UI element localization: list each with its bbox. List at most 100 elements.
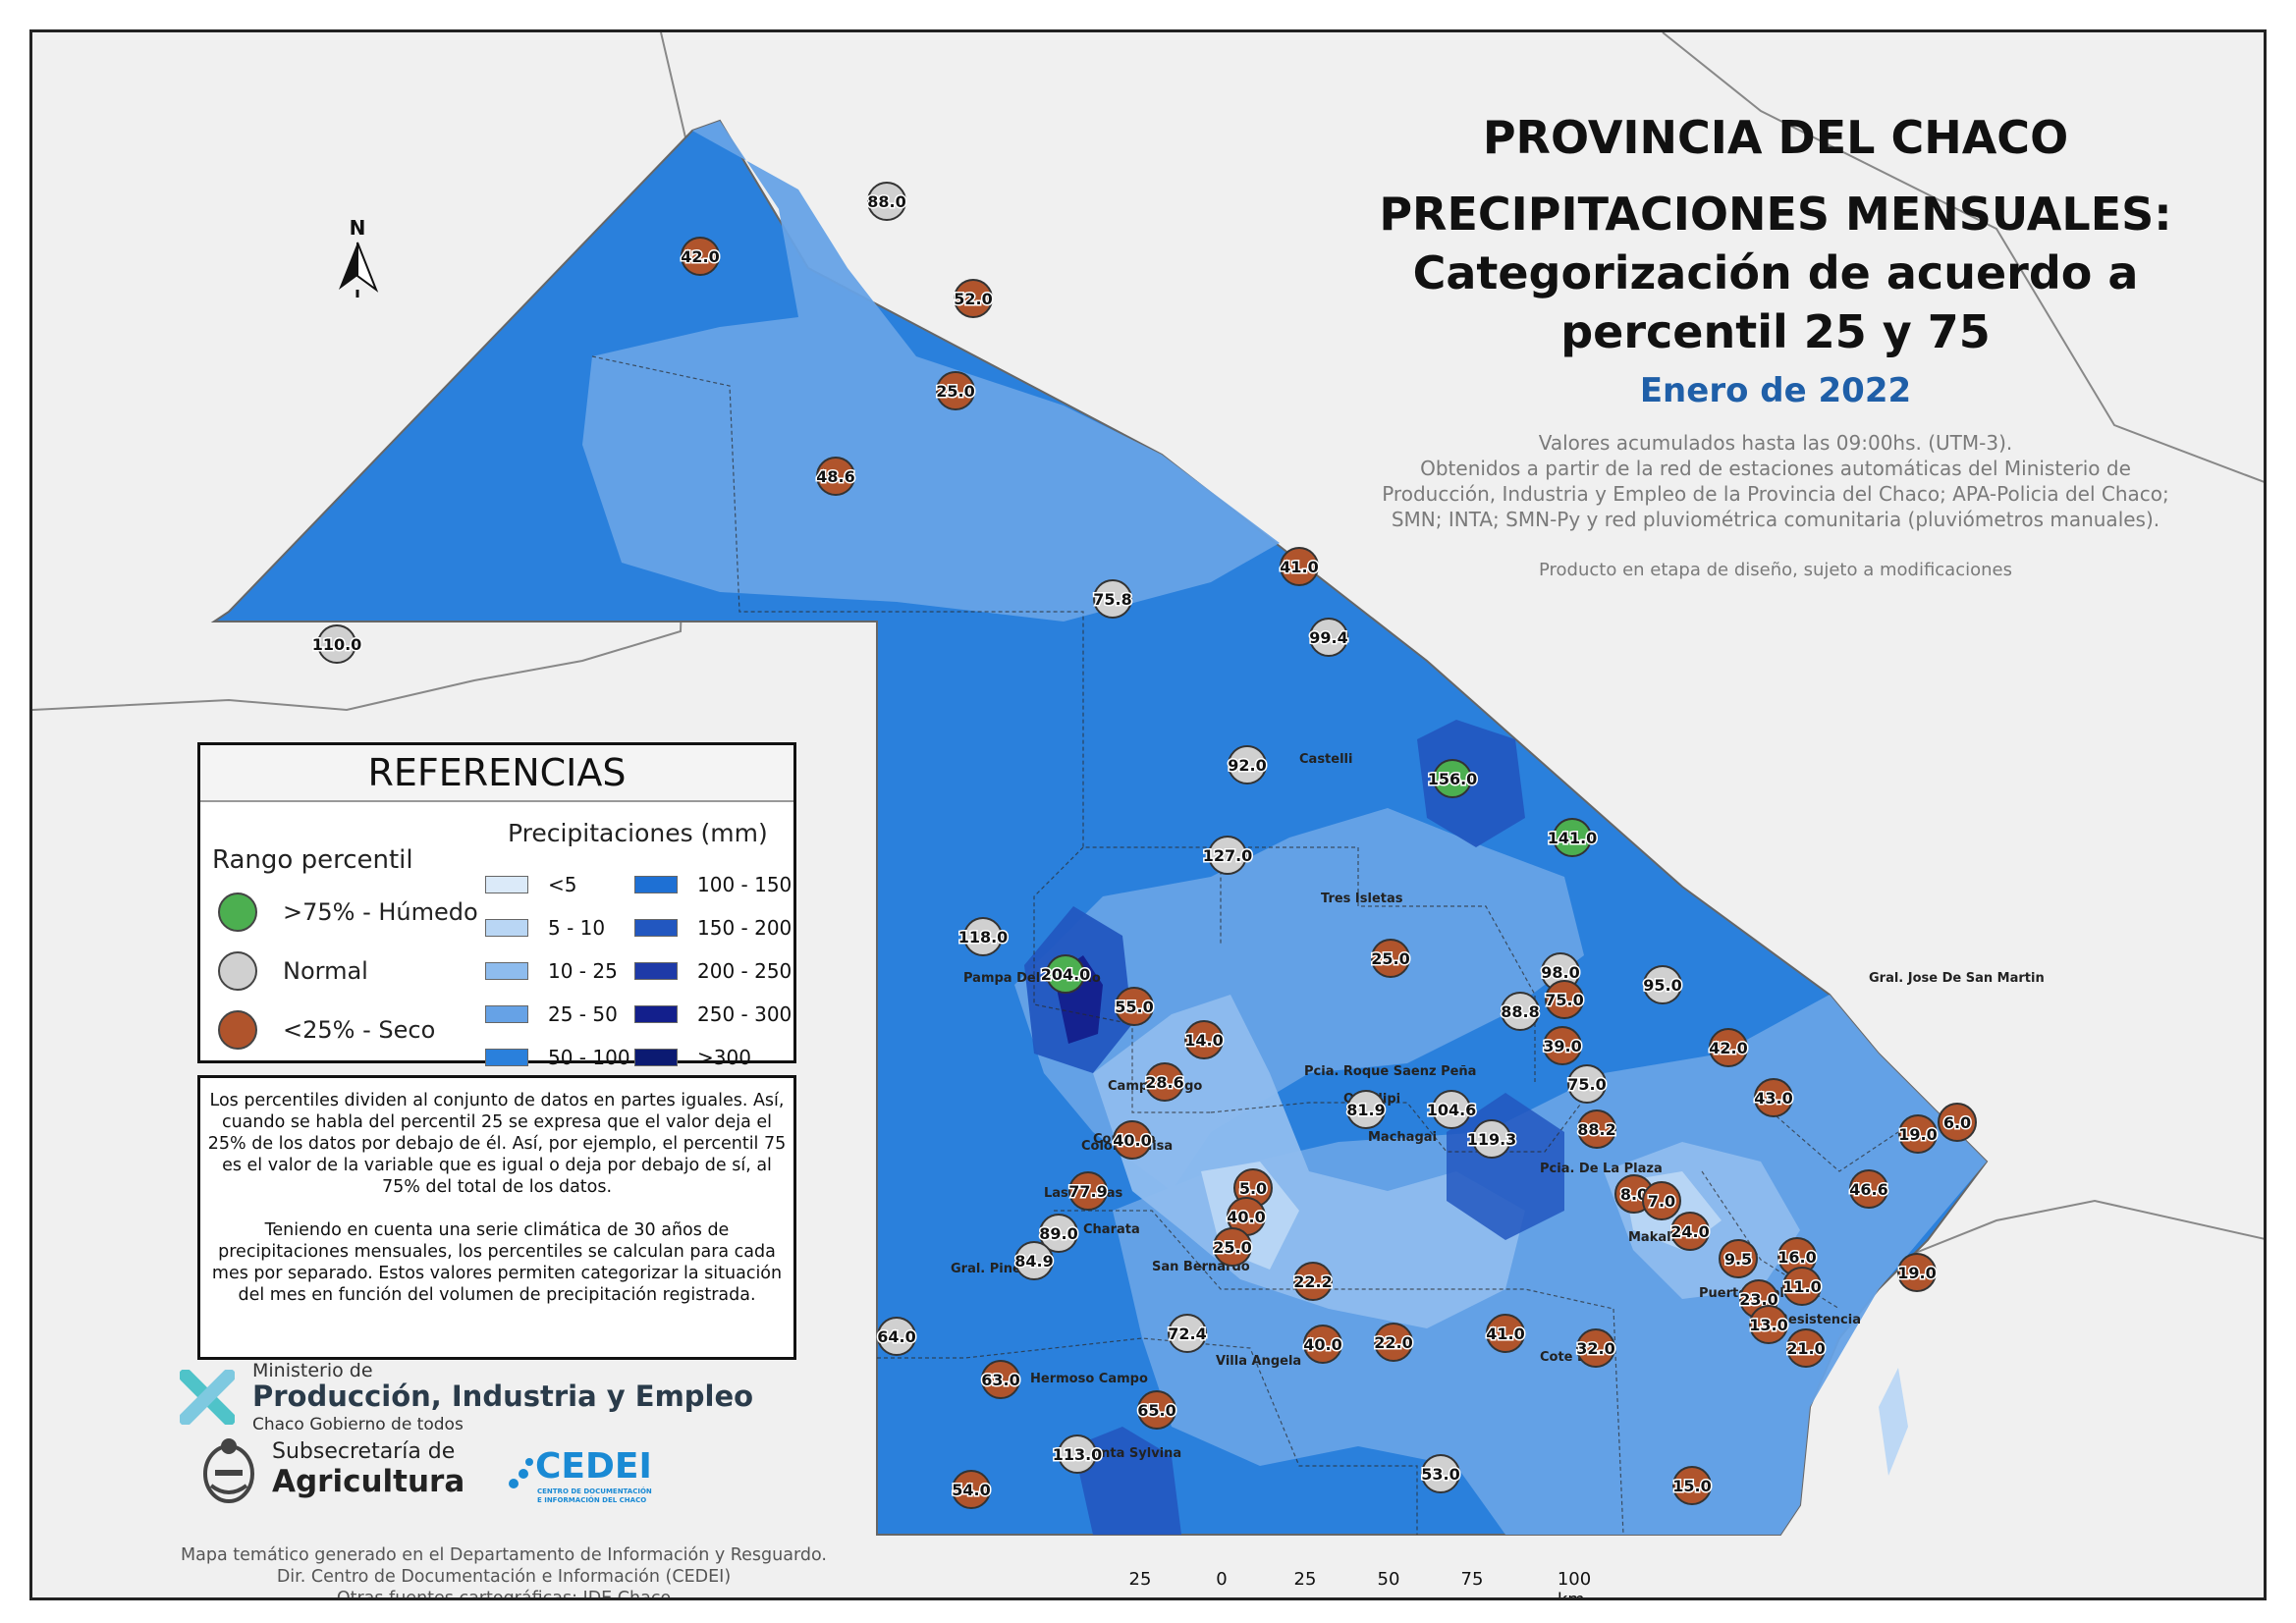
station-marker[interactable]: 95.0 (1642, 965, 1683, 1004)
station-marker[interactable]: 89.0 (1038, 1214, 1079, 1253)
station-marker[interactable]: 42.0 (680, 237, 721, 276)
station-dot[interactable] (1754, 1078, 1793, 1117)
station-dot[interactable] (1014, 1241, 1054, 1280)
station-dot[interactable] (1553, 818, 1592, 857)
station-dot[interactable] (1577, 1109, 1616, 1149)
station-marker[interactable]: 9.5 (1719, 1239, 1758, 1278)
station-dot[interactable] (1849, 1169, 1888, 1209)
station-dot[interactable] (816, 457, 855, 496)
station-marker[interactable]: 15.0 (1671, 1466, 1713, 1505)
station-dot[interactable] (1039, 1214, 1078, 1253)
station-marker[interactable]: 41.0 (1485, 1314, 1526, 1353)
station-marker[interactable]: 104.6 (1425, 1090, 1478, 1129)
station-marker[interactable]: 156.0 (1426, 759, 1479, 798)
station-dot[interactable] (1293, 1262, 1333, 1301)
station-marker[interactable]: 75.0 (1544, 980, 1585, 1019)
station-marker[interactable]: 40.0 (1302, 1325, 1343, 1364)
station-dot[interactable] (1709, 1028, 1748, 1067)
station-dot[interactable] (1371, 939, 1410, 978)
station-marker[interactable]: 99.4 (1308, 618, 1349, 657)
station-dot[interactable] (681, 237, 720, 276)
station-marker[interactable]: 204.0 (1039, 954, 1092, 994)
station-marker[interactable]: 7.0 (1642, 1181, 1681, 1220)
station-dot[interactable] (954, 279, 993, 318)
station-marker[interactable]: 24.0 (1669, 1212, 1711, 1251)
station-marker[interactable]: 22.0 (1373, 1323, 1414, 1362)
station-marker[interactable]: 41.0 (1279, 547, 1320, 586)
station-marker[interactable]: 21.0 (1785, 1328, 1827, 1368)
station-marker[interactable]: 32.0 (1575, 1328, 1616, 1368)
station-marker[interactable]: 54.0 (951, 1470, 992, 1509)
station-dot[interactable] (1213, 1227, 1252, 1267)
station-dot[interactable] (1374, 1323, 1413, 1362)
station-dot[interactable] (1309, 618, 1348, 657)
station-dot[interactable] (1303, 1325, 1342, 1364)
station-marker[interactable]: 25.0 (935, 371, 976, 410)
station-dot[interactable] (1145, 1062, 1184, 1102)
station-marker[interactable]: 119.3 (1465, 1119, 1518, 1159)
station-dot[interactable] (1433, 759, 1472, 798)
station-marker[interactable]: 14.0 (1183, 1020, 1225, 1059)
station-marker[interactable]: 19.0 (1897, 1114, 1939, 1154)
station-dot[interactable] (1115, 987, 1154, 1026)
station-marker[interactable]: 43.0 (1753, 1078, 1794, 1117)
station-marker[interactable]: 75.0 (1566, 1064, 1608, 1104)
station-marker[interactable]: 63.0 (980, 1360, 1021, 1399)
station-dot[interactable] (1184, 1020, 1224, 1059)
station-marker[interactable]: 13.0 (1748, 1305, 1789, 1344)
station-dot[interactable] (1093, 579, 1132, 619)
station-marker[interactable]: 98.0 (1540, 952, 1581, 992)
station-dot[interactable] (1228, 745, 1267, 784)
station-marker[interactable]: 113.0 (1051, 1434, 1104, 1474)
station-dot[interactable] (1786, 1328, 1826, 1368)
station-marker[interactable]: 19.0 (1896, 1253, 1938, 1292)
station-dot[interactable] (867, 182, 906, 221)
station-dot[interactable] (1046, 954, 1085, 994)
station-marker[interactable]: 25.0 (1370, 939, 1411, 978)
station-marker[interactable]: 92.0 (1227, 745, 1268, 784)
station-dot[interactable] (1472, 1119, 1511, 1159)
station-dot[interactable] (1782, 1267, 1822, 1306)
station-dot[interactable] (1567, 1064, 1607, 1104)
station-marker[interactable]: 88.2 (1576, 1109, 1617, 1149)
station-marker[interactable]: 16.0 (1777, 1237, 1818, 1276)
station-dot[interactable] (1501, 992, 1540, 1031)
station-marker[interactable]: 75.8 (1092, 579, 1133, 619)
station-dot[interactable] (1168, 1314, 1207, 1353)
station-marker[interactable]: 53.0 (1420, 1454, 1461, 1493)
station-marker[interactable]: 48.6 (815, 457, 856, 496)
station-marker[interactable]: 88.0 (866, 182, 907, 221)
station-dot[interactable] (1346, 1090, 1386, 1129)
station-dot[interactable] (1421, 1454, 1460, 1493)
station-dot[interactable] (963, 917, 1003, 956)
station-dot[interactable] (317, 624, 356, 664)
station-dot[interactable] (1068, 1171, 1108, 1211)
station-marker[interactable]: 77.9 (1067, 1171, 1109, 1211)
station-marker[interactable]: 11.0 (1781, 1267, 1823, 1306)
station-marker[interactable]: 40.0 (1112, 1120, 1153, 1160)
station-dot[interactable] (1672, 1466, 1712, 1505)
station-dot[interactable] (1749, 1305, 1788, 1344)
station-marker[interactable]: 141.0 (1546, 818, 1599, 857)
station-dot[interactable] (1432, 1090, 1471, 1129)
station-marker[interactable]: 52.0 (953, 279, 994, 318)
station-marker[interactable]: 118.0 (957, 917, 1010, 956)
station-marker[interactable]: 55.0 (1114, 987, 1155, 1026)
station-marker[interactable]: 65.0 (1136, 1390, 1177, 1430)
station-dot[interactable] (1643, 965, 1682, 1004)
station-dot[interactable] (1576, 1328, 1615, 1368)
station-dot[interactable] (1719, 1239, 1758, 1278)
station-marker[interactable]: 42.0 (1708, 1028, 1749, 1067)
station-dot[interactable] (936, 371, 975, 410)
station-dot[interactable] (981, 1360, 1020, 1399)
station-marker[interactable]: 127.0 (1201, 836, 1254, 875)
station-dot[interactable] (1280, 547, 1319, 586)
station-marker[interactable]: 84.9 (1013, 1241, 1055, 1280)
station-dot[interactable] (1642, 1181, 1681, 1220)
station-marker[interactable]: 72.4 (1167, 1314, 1208, 1353)
station-marker[interactable]: 39.0 (1542, 1026, 1583, 1065)
station-marker[interactable]: 88.8 (1500, 992, 1541, 1031)
station-marker[interactable]: 25.0 (1212, 1227, 1253, 1267)
station-dot[interactable] (1897, 1253, 1937, 1292)
